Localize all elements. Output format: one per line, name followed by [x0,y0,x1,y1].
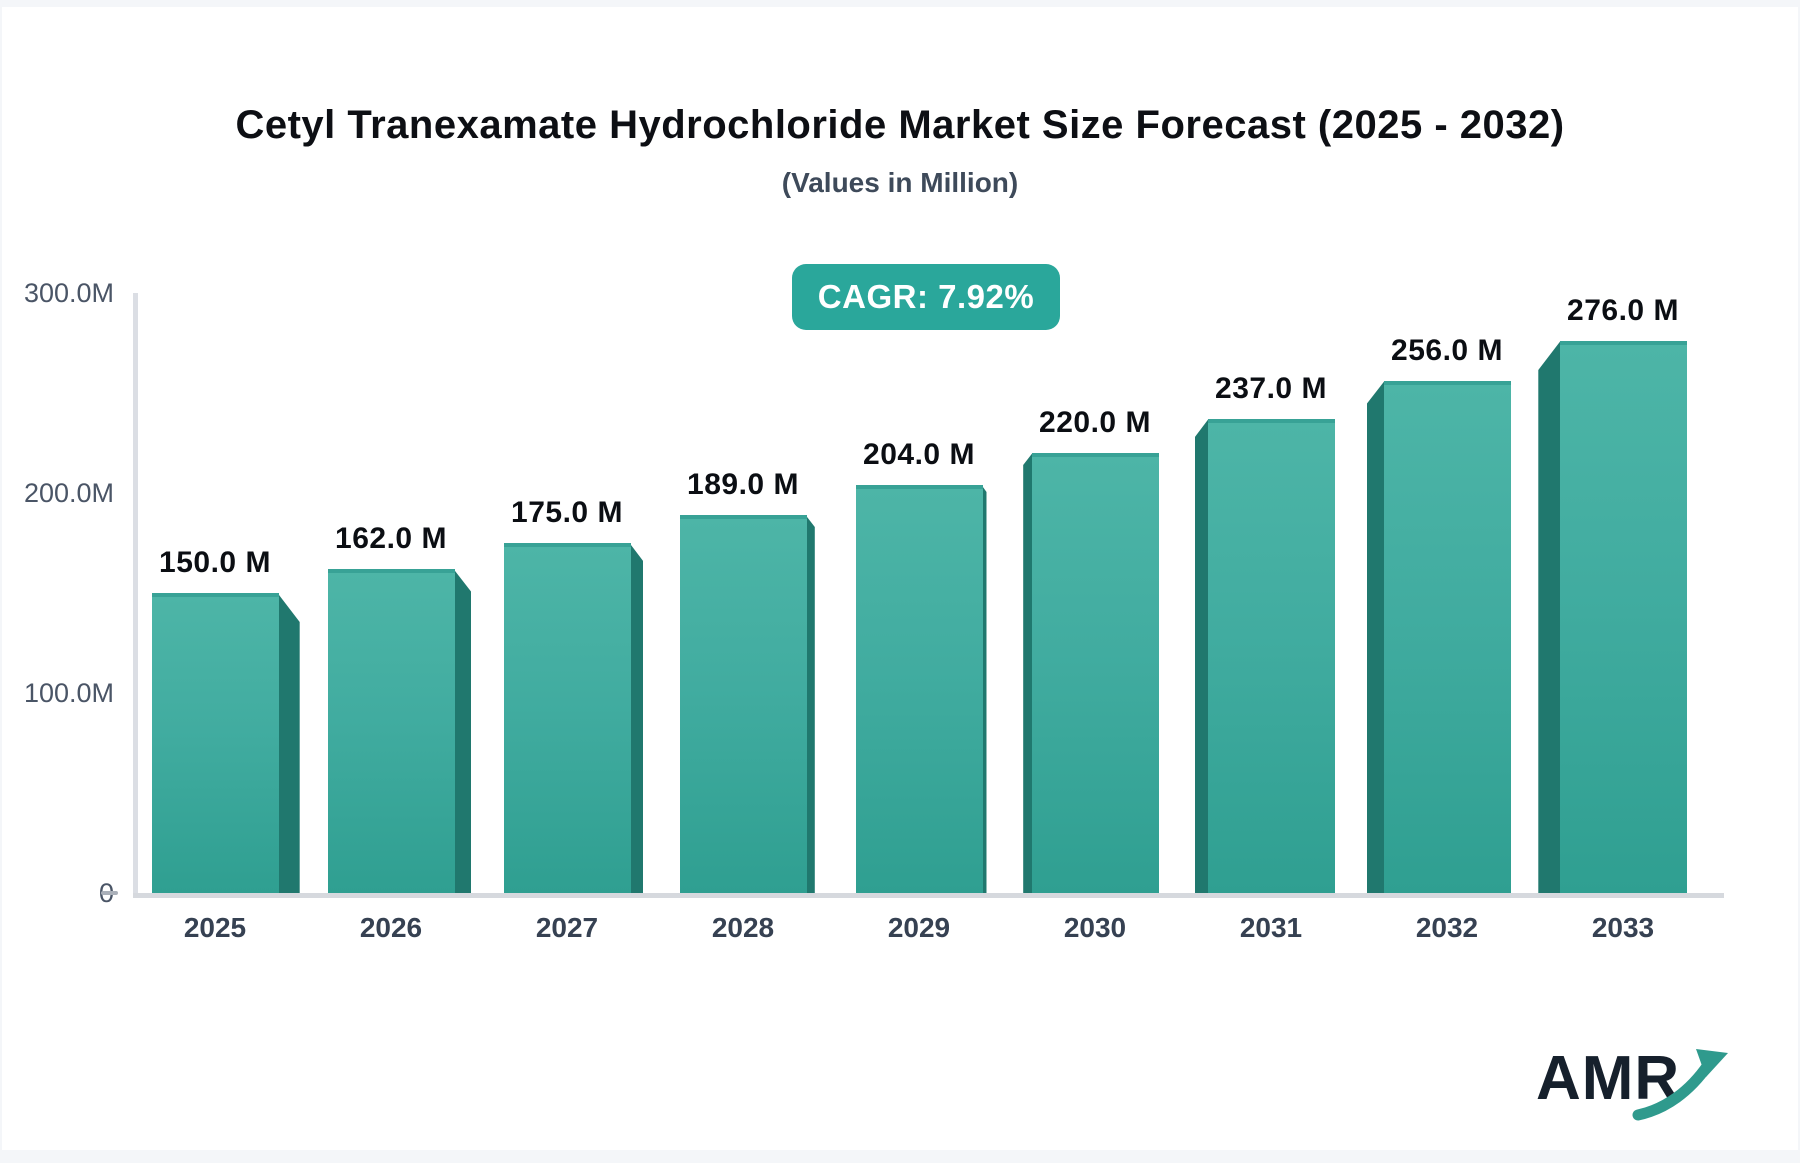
bar-value-label: 150.0 M [159,546,271,579]
y-axis-line [133,293,138,897]
bar-value-label: 276.0 M [1567,294,1679,327]
x-axis-category-label: 2031 [1239,912,1303,943]
bar-3d-side [629,543,644,893]
bar [151,593,279,893]
y-axis-tick-label: 0 [2,876,114,910]
y-axis-tick-label: 300.0M [23,278,114,308]
chart-card: Cetyl Tranexamate Hydrochloride Market S… [2,7,1798,1150]
bar [327,569,455,893]
bar-value-label: 220.0 M [1039,406,1151,439]
bar-value-label: 237.0 M [1215,372,1327,405]
bar [855,485,983,893]
x-axis-category-label: 2027 [535,912,599,943]
x-axis-category-label: 2025 [183,912,247,943]
bar [1031,453,1159,893]
bar [1559,341,1687,893]
bar-3d-side [981,485,987,893]
bar-chart: 300.0M 200.0M 100.0M 0 150.0 M 2025 162.0 M 202… [2,7,1800,1163]
bar-value-label: 189.0 M [687,468,799,501]
bar-value-label: 175.0 M [511,496,623,529]
bar-3d-side [1194,419,1209,893]
amr-logo-text: AMR [1536,1044,1681,1113]
bar-3d-side [1366,381,1385,893]
cagr-badge-label: CAGR: 7.92% [817,278,1035,315]
x-axis-category-label: 2030 [1063,912,1127,943]
amr-logo: AMR [1530,1037,1740,1133]
x-axis-category-label: 2032 [1415,912,1479,943]
bar-value-label: 256.0 M [1391,334,1503,367]
bar-3d-side [805,515,815,893]
bar-value-label: 204.0 M [863,438,975,471]
y-axis-zero-tick-mark [101,891,118,895]
chart-subtitle: (Values in Million) [781,167,1019,198]
bar-3d-side [1023,453,1033,893]
x-axis-line [133,893,1724,898]
cagr-badge: CAGR: 7.92% [792,264,1060,330]
bar [1383,381,1511,893]
y-axis-tick-label: 100.0M [23,678,114,708]
x-axis-category-label: 2029 [887,912,951,943]
bar [679,515,807,893]
x-axis-category-label: 2026 [359,912,423,943]
bar [503,543,631,893]
y-axis-tick-label: 200.0M [23,478,114,508]
bar-3d-side [277,593,300,893]
bar-3d-side [1538,341,1561,893]
x-axis-category-label: 2033 [1591,912,1655,943]
page-title: Cetyl Tranexamate Hydrochloride Market S… [235,103,1565,147]
growth-arrow-icon [1632,1049,1728,1121]
bar-3d-side [453,569,472,893]
bar [1207,419,1335,893]
bar-value-label: 162.0 M [335,522,447,555]
x-axis-category-label: 2028 [711,912,775,943]
